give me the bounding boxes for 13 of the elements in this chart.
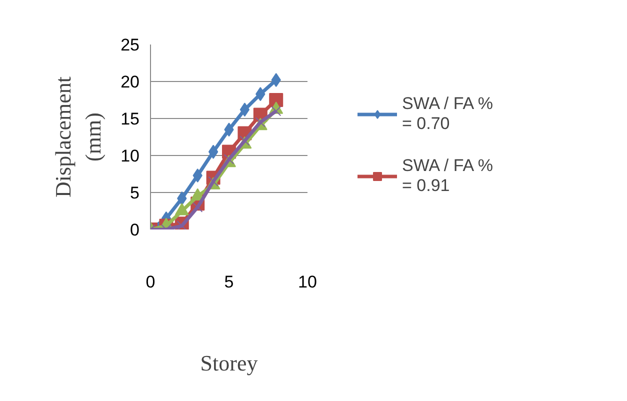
y-tick-label: 25: [120, 36, 140, 54]
y-tick-label: 10: [120, 146, 140, 166]
x-tick-label: 0: [146, 272, 156, 292]
x-axis-title: Storey: [200, 350, 258, 376]
legend-label: SWA / FA % = 0.70: [402, 94, 494, 134]
x-tick-label: 5: [224, 272, 234, 292]
y-axis-title: Displacement (mm): [50, 76, 106, 198]
y-tick-label: 20: [120, 72, 140, 92]
y-tick-label: 15: [120, 110, 140, 128]
legend-label: SWA / FA % = 0.91: [402, 156, 494, 196]
y-tick-label: 0: [130, 220, 140, 240]
x-tick-label: 10: [298, 272, 317, 292]
y-tick-label: 5: [130, 184, 140, 202]
